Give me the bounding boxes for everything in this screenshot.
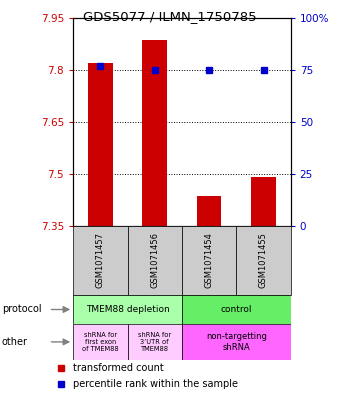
Bar <box>73 324 128 360</box>
Text: shRNA for
3’UTR of
TMEM88: shRNA for 3’UTR of TMEM88 <box>138 332 171 352</box>
Text: shRNA for
first exon
of TMEM88: shRNA for first exon of TMEM88 <box>82 332 119 352</box>
Bar <box>142 40 167 226</box>
Text: GSM1071455: GSM1071455 <box>259 232 268 288</box>
Bar <box>197 196 221 226</box>
Bar <box>88 63 113 226</box>
Text: control: control <box>221 305 252 314</box>
Text: GSM1071456: GSM1071456 <box>150 232 159 288</box>
Text: GSM1071454: GSM1071454 <box>205 232 214 288</box>
Bar <box>182 295 291 324</box>
Text: GSM1071457: GSM1071457 <box>96 232 105 288</box>
Bar <box>251 177 276 226</box>
Bar <box>73 226 128 295</box>
Bar <box>182 226 236 295</box>
Text: percentile rank within the sample: percentile rank within the sample <box>72 379 238 389</box>
Bar <box>182 324 291 360</box>
Text: non-targetting
shRNA: non-targetting shRNA <box>206 332 267 352</box>
Text: protocol: protocol <box>2 305 41 314</box>
Text: GDS5077 / ILMN_1750785: GDS5077 / ILMN_1750785 <box>83 10 257 23</box>
Bar <box>128 324 182 360</box>
Bar <box>73 295 182 324</box>
Text: other: other <box>2 337 28 347</box>
Bar <box>128 226 182 295</box>
Text: transformed count: transformed count <box>72 364 163 373</box>
Text: TMEM88 depletion: TMEM88 depletion <box>86 305 169 314</box>
Bar <box>236 226 291 295</box>
